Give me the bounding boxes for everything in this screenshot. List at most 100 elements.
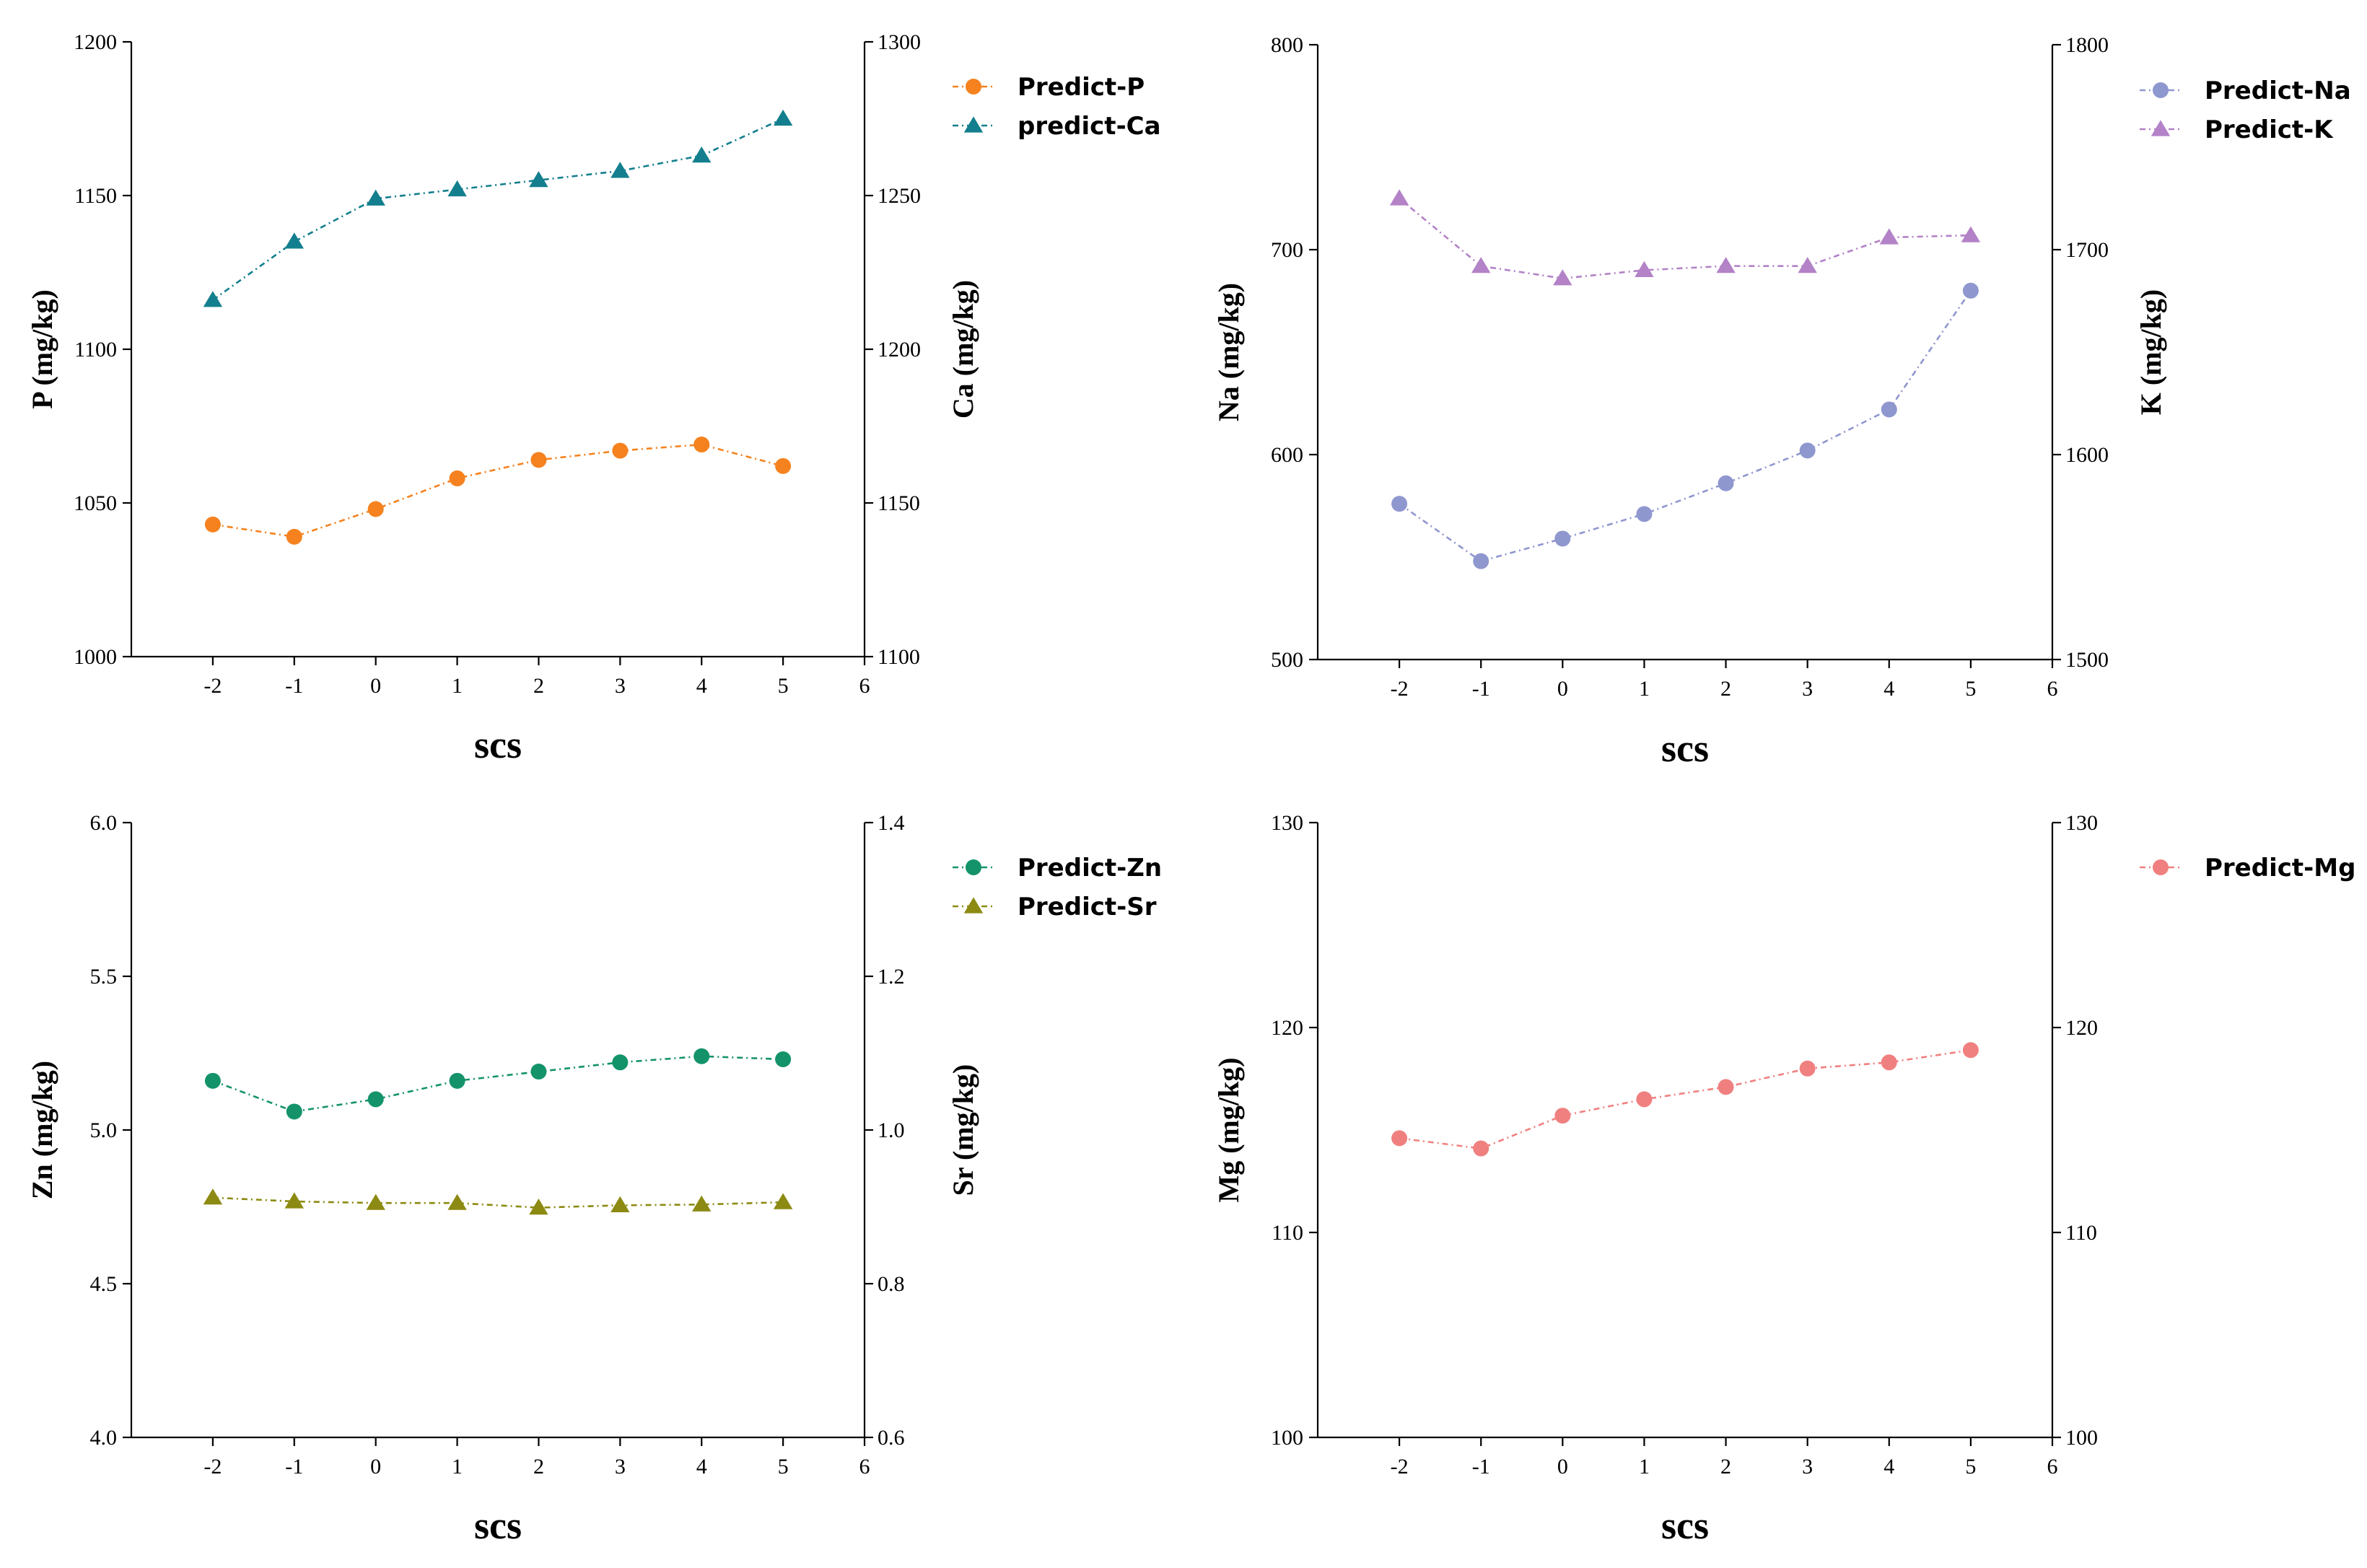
right-y-tick-label: 1600 xyxy=(2065,443,2109,467)
data-point xyxy=(611,162,630,178)
series-predict-Ca xyxy=(203,109,793,307)
chart-panel-1: -2 -1 0 1 2 3 4 5 6 1000 1050 1100 1150 1200 1100 1150 1… xyxy=(26,30,1161,766)
x-tick-label: -1 xyxy=(285,674,303,698)
data-point xyxy=(286,528,302,545)
left-y-tick-label: 5.0 xyxy=(90,1118,118,1142)
data-point xyxy=(286,1103,302,1120)
data-point xyxy=(1881,401,1897,418)
data-point xyxy=(203,1188,223,1205)
data-point xyxy=(694,437,710,453)
x-tick-label: -2 xyxy=(204,674,222,698)
left-y-axis-title: P (mg/kg) xyxy=(26,289,58,409)
x-tick-label: -1 xyxy=(1472,1455,1490,1479)
left-y-axis-title: Mg (mg/kg) xyxy=(1212,1057,1245,1202)
legend-item: predict-Ca xyxy=(953,112,1161,141)
legend-label: Predict-Zn xyxy=(1018,854,1162,882)
data-point xyxy=(529,171,548,188)
data-point xyxy=(204,516,221,533)
x-tick-label: -2 xyxy=(1391,1455,1409,1479)
right-y-tick-label: 1200 xyxy=(878,338,921,362)
x-tick-label: -2 xyxy=(1391,677,1409,701)
left-y-axis-title: Zn (mg/kg) xyxy=(26,1061,58,1199)
legend-marker xyxy=(2151,120,2171,136)
data-point xyxy=(1799,442,1816,459)
right-y-tick-label: 1150 xyxy=(878,491,920,515)
data-point xyxy=(367,1091,384,1108)
x-tick-label: 2 xyxy=(533,674,544,698)
series-line xyxy=(1399,290,1972,563)
data-point xyxy=(612,1054,629,1071)
legend-label: Predict-P xyxy=(1018,73,1145,102)
data-point xyxy=(449,1072,465,1089)
right-y-tick-label: 1.0 xyxy=(878,1118,905,1142)
x-axis-title: scs xyxy=(474,723,522,766)
left-y-tick-label: 100 xyxy=(1271,1426,1303,1450)
data-point xyxy=(775,1051,792,1068)
data-point xyxy=(447,180,467,197)
left-y-tick-label: 1100 xyxy=(74,338,117,362)
left-y-tick-label: 120 xyxy=(1271,1016,1303,1040)
data-point xyxy=(366,1193,385,1210)
x-tick-label: 5 xyxy=(1965,1455,1976,1479)
right-y-tick-label: 1.4 xyxy=(878,811,905,835)
x-tick-label: 5 xyxy=(1965,677,1976,701)
data-point xyxy=(1473,1140,1489,1157)
data-point xyxy=(1798,257,1817,273)
x-tick-label: 4 xyxy=(696,674,707,698)
data-point xyxy=(1718,1079,1734,1095)
data-point xyxy=(1389,189,1409,206)
legend-label: Predict-Na xyxy=(2205,76,2351,105)
data-point xyxy=(1962,282,1979,299)
left-y-tick-label: 6.0 xyxy=(90,811,118,835)
right-y-tick-label: 1700 xyxy=(2065,238,2109,262)
legend-item: Predict-Na xyxy=(2140,76,2351,105)
x-tick-label: 3 xyxy=(615,674,626,698)
left-y-tick-label: 4.0 xyxy=(90,1426,118,1450)
left-y-axis-title: Na (mg/kg) xyxy=(1212,283,1245,421)
data-point xyxy=(530,452,547,468)
data-point xyxy=(775,457,792,474)
x-tick-label: 6 xyxy=(859,674,870,698)
right-y-tick-label: 1500 xyxy=(2065,648,2109,672)
right-y-tick-label: 1250 xyxy=(878,184,921,208)
data-point xyxy=(284,232,304,249)
legend-marker xyxy=(963,897,984,914)
data-point xyxy=(530,1064,547,1080)
legend-item: Predict-P xyxy=(953,73,1145,102)
data-point xyxy=(1554,530,1571,547)
x-tick-label: 3 xyxy=(1802,677,1813,701)
data-point xyxy=(529,1199,548,1215)
left-y-tick-label: 600 xyxy=(1271,443,1303,467)
right-y-tick-label: 1100 xyxy=(878,645,920,669)
right-y-axis-title: K (mg/kg) xyxy=(2135,289,2167,415)
legend-marker xyxy=(2153,82,2169,98)
left-y-tick-label: 110 xyxy=(1272,1221,1303,1245)
legend-item: Predict-Sr xyxy=(953,893,1157,921)
legend-item: Predict-K xyxy=(2140,115,2334,144)
x-axis-title: scs xyxy=(1661,727,1709,770)
x-tick-label: 0 xyxy=(1557,677,1568,701)
data-point xyxy=(1962,1042,1979,1059)
x-tick-label: 6 xyxy=(2047,1455,2058,1479)
series-Predict-Sr xyxy=(203,1188,793,1215)
x-tick-label: 5 xyxy=(778,1455,789,1479)
x-tick-label: 1 xyxy=(452,674,463,698)
right-y-tick-label: 1.2 xyxy=(878,965,905,989)
left-y-tick-label: 1050 xyxy=(74,491,117,515)
legend-label: Predict-K xyxy=(2205,115,2334,144)
data-point xyxy=(773,1193,793,1209)
right-y-tick-label: 120 xyxy=(2065,1016,2098,1040)
x-tick-label: 5 xyxy=(778,674,789,698)
data-point xyxy=(204,1072,221,1089)
legend-label: Predict-Sr xyxy=(1018,893,1157,921)
x-axis-title: scs xyxy=(1661,1504,1709,1547)
data-point xyxy=(284,1192,304,1209)
data-point xyxy=(1554,1108,1571,1124)
x-tick-label: 0 xyxy=(370,1455,381,1479)
data-point xyxy=(611,1196,630,1212)
series-line xyxy=(1399,197,1971,280)
legend-marker xyxy=(2153,859,2169,875)
data-point xyxy=(1391,496,1408,512)
